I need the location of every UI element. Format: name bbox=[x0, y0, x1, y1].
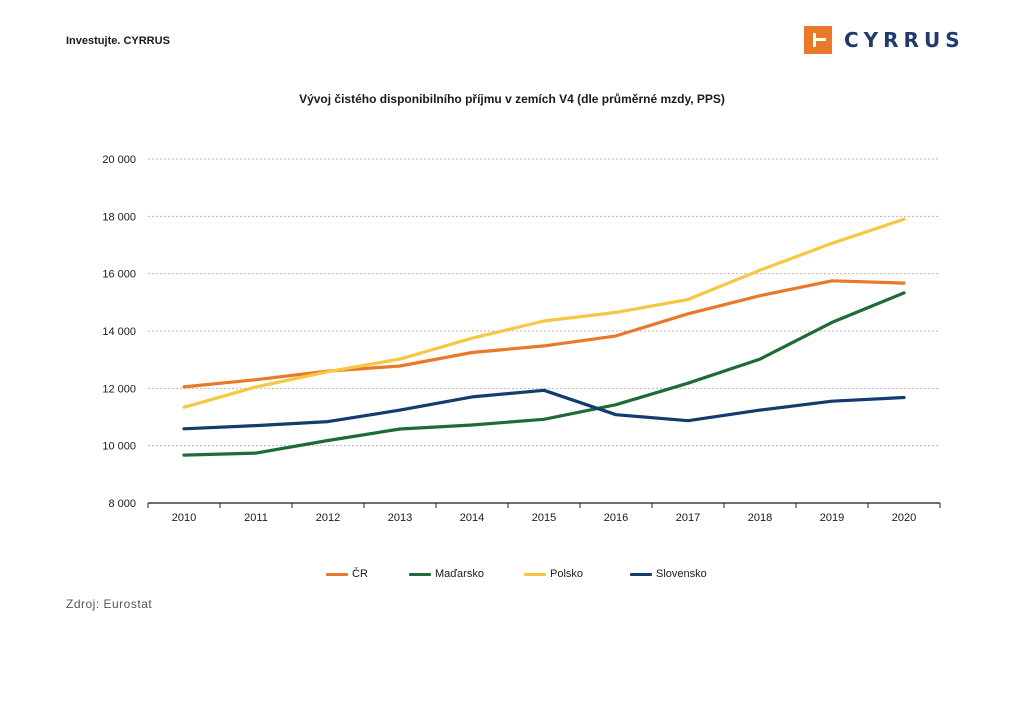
series-line-Maďarsko bbox=[182, 291, 906, 457]
legend-label: Slovensko bbox=[656, 568, 707, 580]
series-line-Polsko bbox=[182, 217, 906, 409]
x-tick-label: 2019 bbox=[820, 512, 844, 524]
x-tick-label: 2020 bbox=[892, 512, 916, 524]
legend-item: ČR bbox=[326, 568, 368, 580]
x-tick-label: 2016 bbox=[604, 512, 628, 524]
x-tick-label: 2018 bbox=[748, 512, 772, 524]
series-line-Slovensko bbox=[182, 388, 906, 431]
y-tick-label: 12 000 bbox=[102, 383, 136, 395]
x-tick-label: 2015 bbox=[532, 512, 556, 524]
legend-label: ČR bbox=[352, 568, 368, 580]
legend-swatch bbox=[409, 572, 431, 576]
cyrrus-logo: CYRRUS bbox=[804, 26, 965, 54]
x-tick-label: 2014 bbox=[460, 512, 484, 524]
y-tick-label: 16 000 bbox=[102, 269, 136, 281]
y-tick-label: 14 000 bbox=[102, 326, 136, 338]
legend-item: Slovensko bbox=[630, 568, 707, 580]
chart-legend: ČR Maďarsko Polsko Slovensko bbox=[0, 568, 1024, 582]
cyrrus-logo-icon bbox=[804, 26, 832, 54]
x-tick-label: 2011 bbox=[244, 512, 268, 524]
chart-title: Vývoj čistého disponibilního příjmu v ze… bbox=[299, 92, 725, 106]
y-tick-label: 8 000 bbox=[108, 498, 136, 510]
x-tick-label: 2013 bbox=[388, 512, 412, 524]
x-tick-label: 2010 bbox=[172, 512, 196, 524]
legend-swatch bbox=[326, 572, 348, 576]
legend-item: Maďarsko bbox=[409, 568, 484, 580]
x-tick-label: 2017 bbox=[676, 512, 700, 524]
y-tick-label: 20 000 bbox=[102, 154, 136, 166]
legend-item: Polsko bbox=[524, 568, 583, 580]
legend-swatch bbox=[524, 572, 546, 576]
legend-label: Maďarsko bbox=[435, 568, 484, 580]
x-tick-label: 2012 bbox=[316, 512, 340, 524]
source-note: Zdroj: Eurostat bbox=[66, 597, 153, 611]
y-tick-label: 10 000 bbox=[102, 441, 136, 453]
legend-swatch bbox=[630, 572, 652, 576]
legend-label: Polsko bbox=[550, 568, 584, 580]
cyrrus-logo-text: CYRRUS bbox=[844, 28, 965, 52]
y-tick-label: 18 000 bbox=[102, 211, 136, 223]
header-text: Investujte. CYRRUS bbox=[66, 35, 170, 47]
series-line-ČR bbox=[182, 279, 906, 389]
